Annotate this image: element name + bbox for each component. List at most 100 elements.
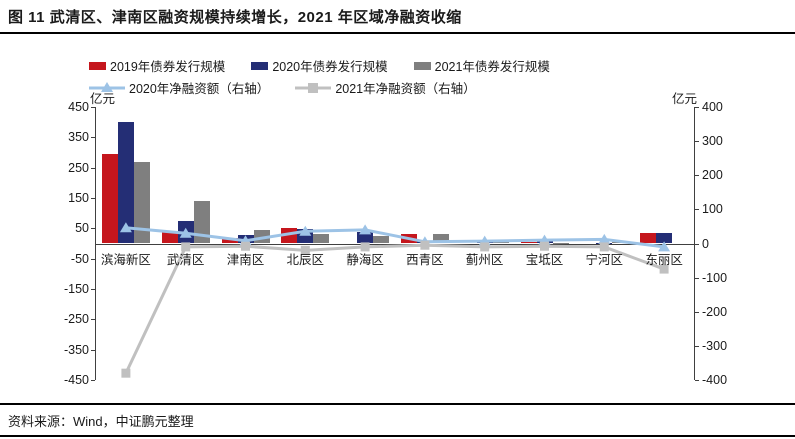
right-axis-tick	[695, 209, 699, 211]
left-axis-tick-label: 150	[68, 191, 89, 205]
square-marker-蓟州区	[480, 242, 490, 252]
legend-line-icon	[295, 83, 332, 93]
line-series-layer	[119, 222, 671, 378]
figure-title: 图 11 武清区、津南区融资规模持续增长，2021 年区域净融资收缩	[8, 8, 462, 26]
right-axis-tick	[695, 345, 699, 347]
legend-label: 2020年净融资额（右轴）	[129, 82, 270, 96]
legend-swatch-icon	[89, 61, 106, 70]
x-axis-line	[96, 243, 694, 245]
category-label-西青区: 西青区	[406, 252, 444, 267]
right-axis-tick	[695, 311, 699, 313]
left-axis-tick-label: 450	[68, 100, 89, 114]
bar-2021年债券发行规模-西青区	[432, 234, 449, 244]
triangle-marker-北辰区	[299, 225, 312, 236]
figure-title-bar: 图 11 武清区、津南区融资规模持续增长，2021 年区域净融资收缩	[0, 0, 795, 34]
legend-label: 2021年债券发行规模	[434, 60, 550, 74]
left-axis-tick-label: -250	[63, 312, 89, 327]
left-axis-tick	[91, 319, 95, 321]
category-label-东丽区: 东丽区	[645, 252, 683, 267]
square-marker-宁河区	[599, 242, 609, 252]
triangle-marker-东丽区	[658, 241, 671, 252]
left-axis-unit: 亿元	[90, 92, 116, 106]
legend-row-bars: 2019年债券发行规模 2020年债券发行规模 2021年债券发行规模	[89, 56, 576, 75]
category-label-武清区: 武清区	[166, 252, 205, 267]
square-marker-东丽区	[659, 264, 669, 274]
right-axis-tick	[695, 243, 699, 245]
triangle-marker-静海区	[359, 224, 372, 235]
right-axis-tick-label: 0	[702, 236, 709, 251]
right-axis-tick-label: -100	[702, 270, 728, 285]
right-axis-tick-label: -200	[702, 304, 728, 319]
line-2020年净融资额（右轴）	[125, 226, 665, 249]
square-marker-北辰区	[300, 245, 310, 255]
right-axis-tick	[695, 277, 699, 279]
bar-2019年债券发行规模-宝坻区	[520, 241, 537, 244]
legend-row-lines: 2020年净融资额（右轴） 2021年净融资额（右轴）	[89, 78, 502, 97]
left-axis-tick-label: 350	[68, 130, 89, 145]
right-axis-tick-label: 100	[702, 202, 723, 217]
bar-2021年债券发行规模-武清区	[193, 201, 210, 244]
source-bar: 资料来源：Wind，中证鹏元整理	[0, 403, 795, 437]
square-marker-武清区	[181, 242, 191, 252]
category-label-宝坻区: 宝坻区	[525, 252, 564, 267]
chart-plot-area: 滨海新区 武清区 津南区 北辰区 静海区 西青区 蓟州区 宝坻区 宁河区 东丽区 450 350 250…	[64, 101, 727, 387]
legend-item-2020年债券发行规模: 2020年债券发行规模	[251, 56, 388, 75]
right-axis-tick	[695, 380, 699, 381]
legend-label: 2020年债券发行规模	[272, 60, 388, 74]
square-marker-静海区	[360, 242, 370, 252]
left-axis-tick	[91, 228, 95, 230]
source-text: 资料来源：Wind，中证鹏元整理	[8, 413, 194, 429]
triangle-marker-武清区	[179, 227, 192, 238]
legend-label: 2021年净融资额（右轴）	[335, 82, 476, 96]
legend-item-2020年净融资额（右轴）: 2020年净融资额（右轴）	[89, 78, 269, 97]
left-axis-tick	[91, 167, 95, 169]
bar-2020年债券发行规模-东丽区	[656, 233, 673, 244]
legend-swatch-icon	[251, 61, 269, 70]
bar-2019年债券发行规模-滨海新区	[101, 154, 118, 244]
bar-2021年债券发行规模-滨海新区	[133, 161, 150, 244]
left-axis-tick	[91, 137, 95, 139]
category-label-静海区: 静海区	[346, 252, 384, 267]
left-axis-tick-label: 250	[68, 160, 89, 175]
legend-item-2021年净融资额（右轴）: 2021年净融资额（右轴）	[295, 78, 476, 97]
category-label-北辰区: 北辰区	[286, 252, 325, 267]
right-axis-tick-label: 300	[702, 134, 723, 149]
right-axis-tick-label: -300	[702, 338, 728, 353]
bar-2021年债券发行规模-宝坻区	[552, 242, 569, 244]
left-axis-tick	[91, 258, 95, 260]
line-2021年净融资额（右轴）	[124, 243, 665, 374]
bar-2019年债券发行规模-东丽区	[640, 233, 657, 244]
left-axis-tick-label: -50	[70, 251, 89, 266]
right-axis-tick	[695, 107, 699, 108]
bar-2021年债券发行规模-静海区	[373, 235, 390, 244]
right-axis-tick	[695, 141, 699, 143]
left-axis-tick	[91, 380, 95, 381]
bar-2021年债券发行规模-蓟州区	[492, 241, 509, 244]
right-axis-tick-label: -400	[702, 373, 728, 387]
left-axis-tick-label: -450	[63, 373, 89, 387]
left-axis-tick	[91, 289, 95, 290]
square-marker-滨海新区	[121, 368, 131, 378]
category-label-津南区: 津南区	[226, 252, 265, 267]
bar-2020年债券发行规模-静海区	[357, 231, 374, 244]
left-axis-tick-label: -350	[63, 342, 89, 357]
legend-line-icon	[89, 82, 125, 92]
square-marker-宝坻区	[540, 241, 549, 251]
bar-2021年债券发行规模-北辰区	[313, 233, 330, 244]
square-marker-西青区	[420, 240, 430, 250]
square-marker-津南区	[241, 241, 250, 251]
left-axis-tick-label: -150	[63, 282, 89, 296]
category-label-蓟州区: 蓟州区	[465, 252, 504, 267]
left-axis-tick	[91, 349, 95, 351]
right-axis-tick-label: 400	[702, 100, 723, 114]
left-axis-tick	[91, 107, 95, 108]
bar-2020年债券发行规模-滨海新区	[117, 122, 134, 244]
bar-2019年债券发行规模-津南区	[221, 238, 238, 244]
bar-2019年债券发行规模-武清区	[161, 231, 178, 244]
category-label-滨海新区: 滨海新区	[100, 252, 151, 267]
category-label-宁河区: 宁河区	[585, 252, 624, 267]
left-axis-tick-label: 50	[75, 221, 89, 236]
legend-item-2019年债券发行规模: 2019年债券发行规模	[89, 56, 225, 75]
right-axis-unit: 亿元	[672, 92, 698, 106]
triangle-marker-宁河区	[598, 233, 611, 244]
